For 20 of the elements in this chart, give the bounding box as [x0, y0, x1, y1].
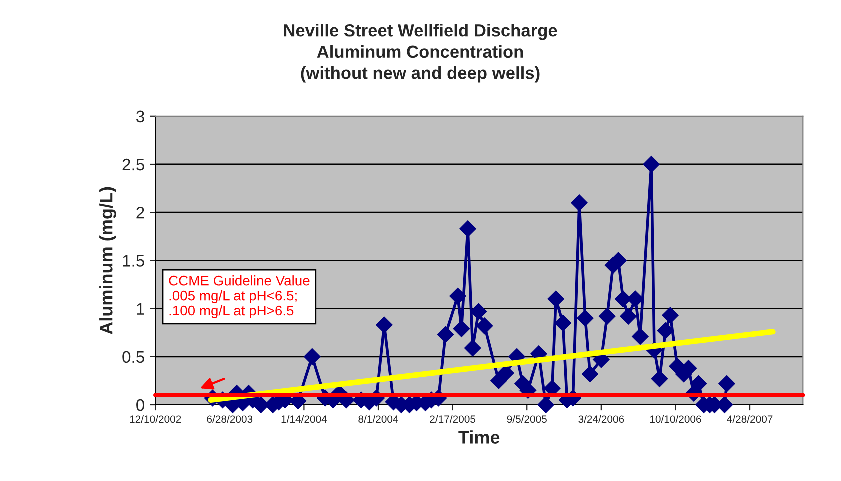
x-tick-label: 2/17/2005	[430, 415, 476, 424]
x-tick-label: 3/24/2006	[578, 415, 624, 424]
x-tick-label: 1/14/2004	[282, 415, 328, 424]
x-tick-label: 4/28/2007	[727, 415, 773, 424]
x-tick-label: 6/28/2003	[207, 415, 253, 424]
y-tick-label: 1	[137, 303, 144, 315]
y-tick-label: 1.5	[123, 255, 144, 267]
y-tick-label: 2	[136, 207, 144, 219]
y-tick-label: 3	[136, 110, 144, 123]
y-axis-title: Aluminum (mg/L)	[100, 187, 116, 334]
annotation: CCME Guideline Value .005 mg/L at pH<6.5; .100 mg/L at pH>6.5	[169, 276, 310, 318]
y-tick-label: 2.5	[122, 158, 144, 171]
x-axis-title: Time	[458, 430, 500, 444]
x-tick-label: 9/5/2005	[507, 415, 547, 424]
x-tick-label: 10/10/2006	[650, 415, 702, 424]
x-tick-label: 8/1/2004	[358, 415, 398, 424]
x-tick-label: 12/10/2002	[130, 415, 182, 424]
y-tick-label: 0	[136, 399, 145, 412]
chart-title: Neville Street Wellfield Discharge Aluminum Concentration (without new and deep wells)	[284, 24, 558, 83]
y-tick-label: 0.5	[122, 351, 144, 364]
